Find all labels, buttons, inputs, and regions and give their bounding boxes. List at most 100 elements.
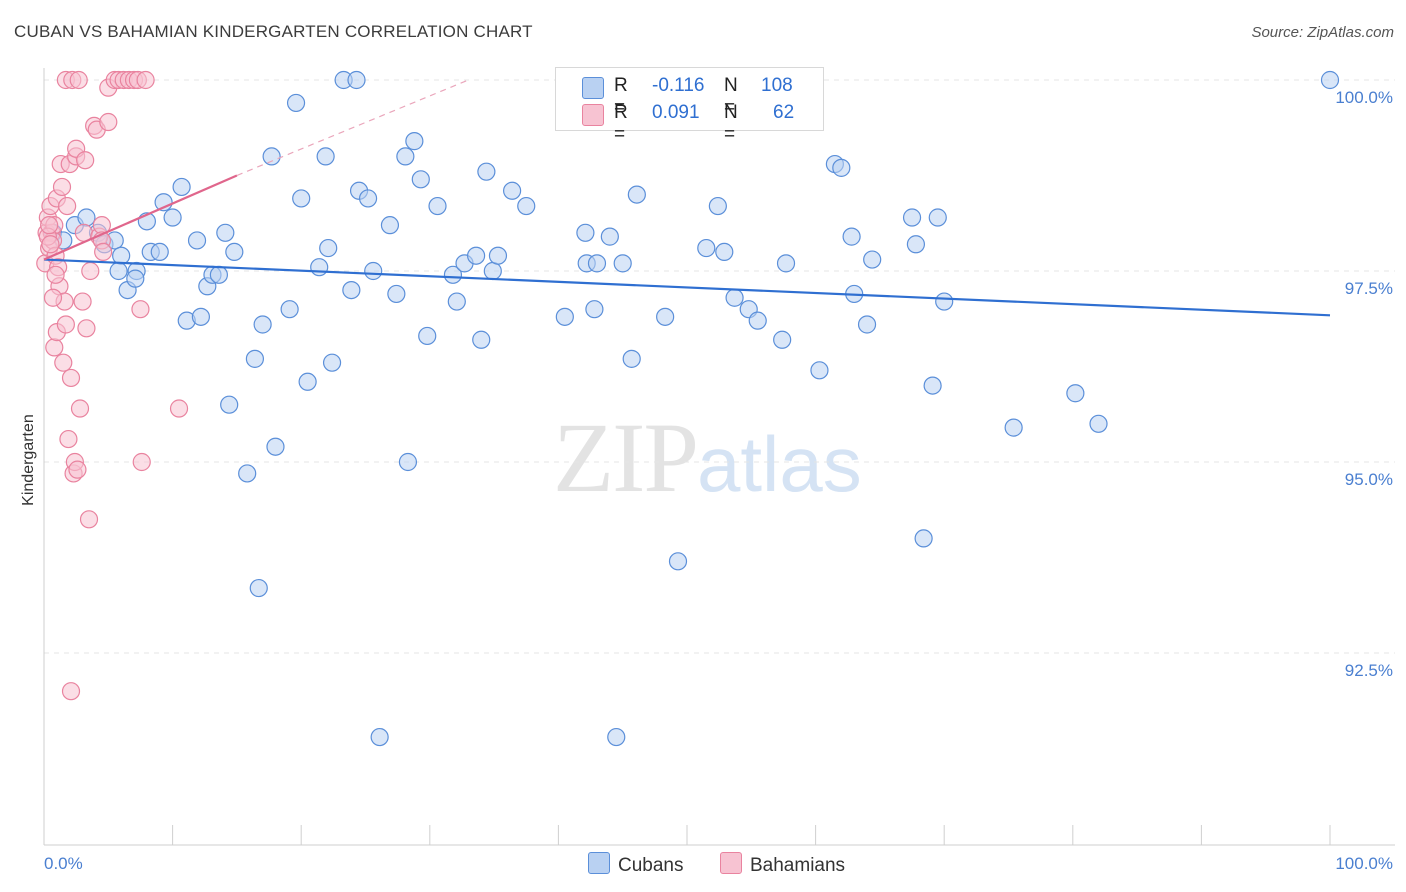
- point-cubans: [622, 349, 641, 368]
- point-cubans: [447, 292, 466, 311]
- point-cubans: [576, 223, 595, 242]
- point-bahamians: [54, 353, 73, 372]
- point-cubans: [443, 265, 463, 284]
- point-cubans: [928, 208, 947, 227]
- point-cubans: [316, 147, 335, 166]
- point-bahamians: [99, 112, 118, 132]
- point-cubans: [280, 300, 299, 319]
- point-cubans: [613, 254, 632, 273]
- point-cubans: [748, 311, 767, 330]
- point-bahamians: [69, 70, 88, 90]
- point-bahamians: [61, 368, 81, 388]
- legend-r-label: R =: [614, 75, 628, 118]
- point-bahamians: [58, 196, 77, 216]
- point-cubans: [347, 70, 366, 90]
- point-bahamians: [40, 216, 59, 235]
- point-cubans: [914, 529, 933, 548]
- point-cubans: [923, 376, 942, 395]
- bottom-legend-label-cubans: Cubans: [618, 855, 684, 876]
- point-cubans: [380, 216, 400, 235]
- point-cubans: [503, 181, 522, 200]
- y-tick-label: 92.5%: [1345, 661, 1393, 680]
- point-bahamians: [59, 429, 78, 449]
- point-cubans: [607, 727, 626, 747]
- point-cubans: [253, 315, 272, 334]
- bottom-legend-label-bahamians: Bahamians: [750, 855, 846, 876]
- bottom-legend-cubans: Cubans: [588, 852, 684, 877]
- point-cubans: [428, 196, 447, 216]
- point-bahamians: [46, 265, 65, 284]
- point-cubans: [697, 238, 716, 258]
- trendline-cubans: [43, 258, 1331, 317]
- y-tick-label: 100.0%: [1335, 88, 1393, 107]
- point-cubans: [587, 254, 607, 273]
- bottom-legend-swatch-bahamians: [720, 852, 742, 874]
- point-cubans: [1004, 418, 1023, 437]
- legend-n-value: 108: [761, 75, 793, 96]
- point-cubans: [245, 349, 265, 368]
- point-cubans: [216, 223, 235, 242]
- point-cubans: [292, 189, 311, 208]
- legend-swatch-cubans: [582, 77, 604, 99]
- point-cubans: [1089, 414, 1108, 433]
- trendline-bahamians-extension: [236, 79, 469, 177]
- legend-r-label: R =: [614, 102, 628, 145]
- point-cubans: [298, 372, 317, 391]
- point-cubans: [832, 158, 851, 177]
- point-bahamians: [52, 177, 72, 197]
- point-cubans: [627, 185, 646, 204]
- watermark-atlas: atlas: [697, 420, 862, 508]
- point-cubans: [187, 231, 207, 250]
- point-cubans: [411, 170, 430, 189]
- point-cubans: [863, 250, 882, 269]
- point-bahamians: [79, 510, 99, 529]
- point-cubans: [1066, 384, 1085, 403]
- point-cubans: [773, 330, 792, 349]
- legend-n-label: N =: [724, 75, 738, 118]
- point-cubans: [600, 227, 619, 246]
- point-bahamians: [169, 399, 189, 418]
- point-cubans: [220, 395, 239, 414]
- point-cubans: [310, 258, 329, 277]
- x-tick-label: 100.0%: [1335, 854, 1393, 873]
- point-cubans: [322, 353, 342, 372]
- point-cubans: [810, 361, 829, 380]
- point-cubans: [517, 196, 536, 216]
- point-cubans: [77, 208, 96, 227]
- point-bahamians: [76, 151, 95, 170]
- point-cubans: [715, 242, 734, 261]
- y-tick-label: 97.5%: [1345, 279, 1393, 298]
- point-cubans: [262, 147, 281, 166]
- point-cubans: [585, 300, 604, 319]
- point-cubans: [477, 162, 496, 181]
- point-cubans: [109, 261, 128, 281]
- bottom-legend-bahamians: Bahamians: [720, 852, 845, 877]
- point-cubans: [286, 93, 306, 113]
- point-cubans: [396, 147, 415, 166]
- point-cubans: [342, 281, 361, 300]
- legend-r-value: -0.116: [652, 75, 705, 96]
- point-cubans: [172, 177, 191, 197]
- point-cubans: [238, 464, 257, 483]
- point-cubans: [249, 578, 268, 598]
- point-cubans: [225, 242, 244, 261]
- point-bahamians: [45, 338, 64, 357]
- point-cubans: [370, 727, 389, 747]
- point-bahamians: [41, 235, 60, 254]
- point-cubans: [472, 330, 491, 349]
- point-bahamians: [77, 319, 96, 338]
- point-cubans: [319, 238, 338, 258]
- chart-title: CUBAN VS BAHAMIAN KINDERGARTEN CORRELATI…: [14, 22, 533, 41]
- point-cubans: [358, 189, 378, 208]
- watermark-zip: ZIP: [553, 402, 699, 513]
- point-cubans: [708, 196, 727, 216]
- legend-swatch-bahamians: [582, 104, 604, 126]
- point-cubans: [776, 254, 796, 273]
- point-bahamians: [70, 399, 90, 418]
- point-cubans: [857, 315, 877, 334]
- point-cubans: [483, 261, 502, 281]
- point-cubans: [387, 284, 406, 304]
- point-cubans: [266, 437, 285, 456]
- point-bahamians: [94, 242, 113, 261]
- point-cubans: [725, 288, 744, 307]
